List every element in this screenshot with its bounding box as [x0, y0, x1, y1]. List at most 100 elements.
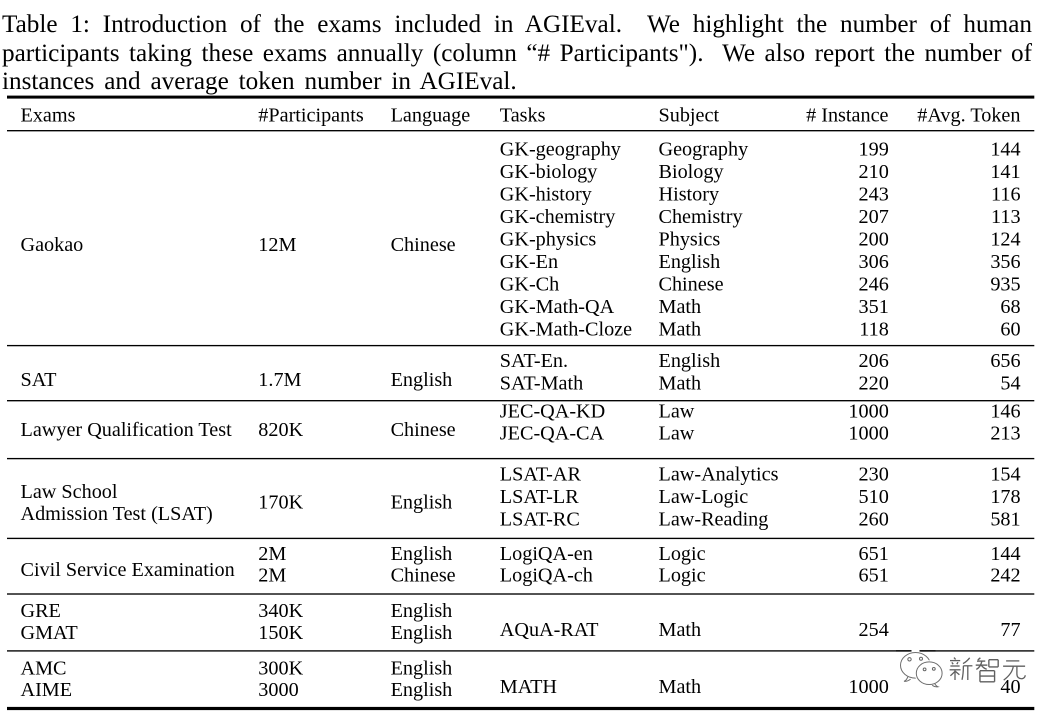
- svg-text:213: 213: [990, 422, 1020, 444]
- svg-text:English: English: [391, 679, 453, 701]
- svg-text:Law-Reading: Law-Reading: [659, 508, 769, 530]
- svg-text:LSAT-LR: LSAT-LR: [500, 486, 579, 508]
- svg-text:306: 306: [859, 251, 889, 273]
- svg-text:SAT-En.: SAT-En.: [500, 350, 568, 372]
- svg-text:254: 254: [859, 619, 889, 641]
- svg-text:220: 220: [859, 372, 889, 394]
- svg-text:246: 246: [859, 274, 889, 296]
- svg-text:GK-En: GK-En: [500, 251, 558, 273]
- svg-text:118: 118: [859, 319, 889, 341]
- svg-text:GMAT: GMAT: [21, 622, 78, 644]
- svg-text:Chinese: Chinese: [659, 274, 724, 296]
- svg-text:#Avg. Token: #Avg. Token: [917, 104, 1020, 126]
- svg-text:356: 356: [990, 251, 1020, 273]
- svg-text:#Participants: #Participants: [258, 104, 364, 126]
- svg-text:210: 210: [859, 161, 889, 183]
- svg-text:656: 656: [990, 350, 1020, 372]
- svg-text:English: English: [391, 369, 453, 391]
- svg-text:Math: Math: [659, 676, 702, 698]
- svg-text:GK-Ch: GK-Ch: [500, 274, 559, 296]
- svg-text:651: 651: [859, 543, 889, 565]
- svg-text:Subject: Subject: [659, 104, 720, 126]
- svg-text:651: 651: [859, 565, 889, 587]
- svg-text:AIME: AIME: [21, 679, 73, 701]
- svg-text:Law: Law: [659, 401, 695, 423]
- svg-text:178: 178: [990, 486, 1020, 508]
- svg-text:English: English: [391, 543, 453, 565]
- svg-text:207: 207: [859, 206, 889, 228]
- svg-text:260: 260: [859, 508, 889, 530]
- svg-text:Law School: Law School: [21, 481, 118, 503]
- svg-text:154: 154: [990, 463, 1020, 485]
- svg-text:170K: 170K: [258, 492, 303, 514]
- svg-text:Law: Law: [659, 422, 695, 444]
- svg-text:Language: Language: [391, 104, 471, 126]
- svg-text:# Instance: # Instance: [806, 104, 888, 126]
- svg-text:1000: 1000: [848, 676, 888, 698]
- svg-text:Chinese: Chinese: [391, 419, 456, 441]
- svg-text:LogiQA-ch: LogiQA-ch: [500, 565, 593, 587]
- svg-text:Chemistry: Chemistry: [659, 206, 744, 228]
- svg-text:146: 146: [990, 401, 1020, 423]
- svg-text:199: 199: [859, 139, 889, 161]
- svg-text:GK-Math-Cloze: GK-Math-Cloze: [500, 319, 632, 341]
- svg-text:SAT: SAT: [21, 369, 57, 391]
- svg-text:Logic: Logic: [659, 565, 706, 587]
- svg-text:77: 77: [1000, 619, 1020, 641]
- svg-text:Lawyer Qualification Test: Lawyer Qualification Test: [21, 419, 233, 441]
- svg-text:1000: 1000: [848, 401, 888, 423]
- svg-text:Tasks: Tasks: [500, 104, 546, 126]
- svg-text:LogiQA-en: LogiQA-en: [500, 543, 593, 565]
- svg-text:Geography: Geography: [659, 139, 750, 161]
- svg-text:243: 243: [859, 184, 889, 206]
- svg-text:GK-history: GK-history: [500, 184, 593, 206]
- svg-text:113: 113: [991, 206, 1021, 228]
- svg-text:History: History: [659, 184, 720, 206]
- svg-text:GK-Math-QA: GK-Math-QA: [500, 296, 615, 318]
- svg-text:340K: 340K: [258, 600, 303, 622]
- svg-text:116: 116: [991, 184, 1021, 206]
- svg-text:English: English: [391, 492, 453, 514]
- svg-text:60: 60: [1000, 319, 1020, 341]
- svg-text:Math: Math: [659, 372, 702, 394]
- svg-text:206: 206: [859, 350, 889, 372]
- svg-text:144: 144: [990, 139, 1020, 161]
- svg-text:141: 141: [990, 161, 1020, 183]
- svg-text:GRE: GRE: [21, 600, 61, 622]
- svg-text:12M: 12M: [258, 234, 296, 256]
- svg-text:English: English: [391, 657, 453, 679]
- svg-text:SAT-Math: SAT-Math: [500, 372, 583, 394]
- svg-text:JEC-QA-CA: JEC-QA-CA: [500, 422, 605, 444]
- svg-text:Biology: Biology: [659, 161, 725, 183]
- svg-text:150K: 150K: [258, 622, 303, 644]
- svg-text:1.7M: 1.7M: [258, 369, 301, 391]
- svg-text:Chinese: Chinese: [391, 234, 456, 256]
- svg-text:English: English: [659, 350, 721, 372]
- svg-text:2M: 2M: [258, 565, 286, 587]
- svg-text:510: 510: [859, 486, 889, 508]
- svg-text:2M: 2M: [258, 543, 286, 565]
- svg-text:935: 935: [990, 274, 1020, 296]
- svg-text:300K: 300K: [258, 657, 303, 679]
- svg-text:230: 230: [859, 463, 889, 485]
- svg-text:351: 351: [859, 296, 889, 318]
- svg-text:English: English: [659, 251, 721, 273]
- svg-text:LSAT-RC: LSAT-RC: [500, 508, 580, 530]
- svg-text:242: 242: [990, 565, 1020, 587]
- svg-text:LSAT-AR: LSAT-AR: [500, 463, 582, 485]
- svg-text:Civil Service Examination: Civil Service Examination: [21, 559, 235, 581]
- svg-text:Math: Math: [659, 296, 702, 318]
- svg-text:820K: 820K: [258, 419, 303, 441]
- svg-text:English: English: [391, 600, 453, 622]
- svg-text:GK-geography: GK-geography: [500, 139, 622, 161]
- svg-text:124: 124: [990, 229, 1020, 251]
- svg-text:581: 581: [990, 508, 1020, 530]
- svg-text:Admission Test (LSAT): Admission Test (LSAT): [21, 503, 213, 525]
- svg-text:Law-Analytics: Law-Analytics: [659, 463, 779, 485]
- svg-text:GK-chemistry: GK-chemistry: [500, 206, 616, 228]
- svg-text:Law-Logic: Law-Logic: [659, 486, 749, 508]
- svg-text:Math: Math: [659, 619, 702, 641]
- svg-text:GK-physics: GK-physics: [500, 229, 597, 251]
- svg-text:GK-biology: GK-biology: [500, 161, 598, 183]
- svg-text:AMC: AMC: [21, 657, 67, 679]
